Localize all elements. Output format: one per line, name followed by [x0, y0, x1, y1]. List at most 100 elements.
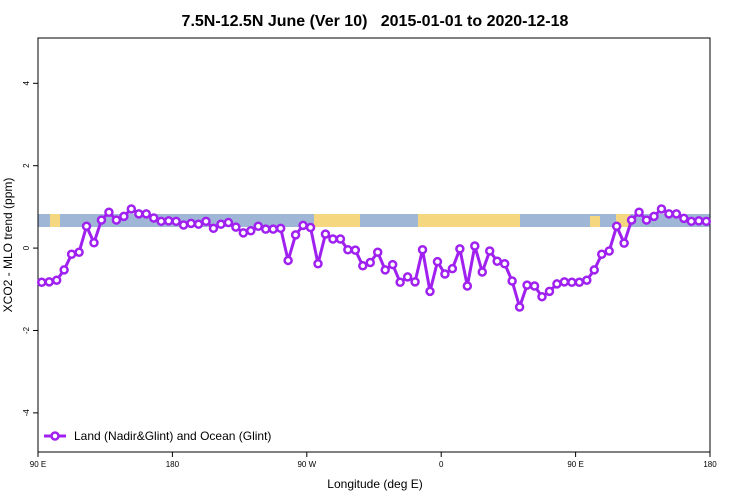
- data-point: [171, 216, 181, 227]
- x-tick-label: 180: [703, 460, 717, 469]
- data-point: [193, 219, 204, 229]
- data-point: [574, 277, 585, 288]
- data-point: [51, 275, 62, 285]
- data-point: [148, 213, 159, 223]
- data-point: [231, 222, 241, 232]
- data-point: [507, 276, 517, 286]
- data-point: [582, 275, 592, 285]
- data-point: [694, 216, 704, 226]
- chart-title: 7.5N-12.5N June (Ver 10) 2015-01-01 to 2…: [182, 13, 569, 30]
- data-point: [425, 286, 435, 297]
- data-point: [141, 209, 152, 219]
- data-point: [223, 217, 234, 228]
- data-point: [686, 216, 697, 227]
- data-point: [328, 234, 338, 244]
- data-point: [305, 222, 316, 233]
- data-point: [298, 220, 308, 231]
- data-point: [372, 247, 383, 257]
- data-point: [283, 255, 293, 266]
- data-point: [671, 209, 682, 219]
- data-point: [59, 265, 69, 275]
- data-point: [544, 286, 555, 297]
- data-point: [604, 246, 614, 256]
- data-point: [440, 269, 450, 279]
- data-point: [126, 204, 137, 214]
- data-point: [455, 244, 465, 254]
- data-point: [96, 215, 107, 225]
- data-point: [290, 230, 301, 240]
- legend-label: Land (Nadir&Glint) and Ocean (Glint): [74, 429, 271, 443]
- data-point: [634, 207, 644, 218]
- y-tick-label: 0: [22, 245, 31, 250]
- data-point: [335, 234, 346, 244]
- data-point: [156, 216, 166, 227]
- data-point: [134, 209, 144, 219]
- data-point: [656, 204, 667, 214]
- data-point: [111, 215, 122, 225]
- plot-frame: [37, 37, 711, 453]
- data-point: [477, 267, 488, 277]
- data-point: [529, 281, 540, 291]
- data-point: [246, 226, 256, 236]
- data-point: [514, 302, 525, 312]
- y-tick-label: 4: [22, 81, 31, 86]
- data-point: [163, 216, 174, 226]
- data-point: [484, 246, 495, 256]
- data-point: [410, 277, 420, 287]
- x-axis-label: Longitude (deg E): [327, 477, 422, 491]
- data-point: [238, 228, 249, 238]
- data-point: [417, 244, 428, 255]
- data-point: [641, 215, 652, 225]
- data-point: [559, 277, 570, 287]
- data-point: [365, 257, 376, 268]
- data-point: [402, 272, 413, 282]
- data-point: [268, 224, 278, 234]
- data-point: [649, 211, 659, 222]
- data-point: [664, 209, 674, 219]
- data-point: [320, 229, 331, 239]
- data-point: [275, 223, 286, 234]
- data-point: [104, 207, 114, 218]
- y-tick-label: 2: [22, 163, 31, 168]
- data-point: [395, 277, 405, 288]
- data-point: [567, 277, 577, 288]
- x-tick-label: 90 E: [30, 460, 46, 469]
- legend-swatch-point: [50, 431, 60, 441]
- data-point: [499, 258, 510, 269]
- data-point: [201, 216, 211, 227]
- data-point: [596, 249, 607, 260]
- data-point: [447, 263, 458, 274]
- data-point: [358, 261, 368, 271]
- data-point: [119, 211, 129, 222]
- data-point: [350, 245, 361, 255]
- data-point: [611, 221, 622, 232]
- data-point: [186, 218, 196, 229]
- y-tick-label: -4: [22, 409, 31, 417]
- data-point: [343, 244, 353, 255]
- data-point: [380, 265, 390, 275]
- data-point: [537, 291, 547, 302]
- x-tick-label: 180: [166, 460, 180, 469]
- data-point: [462, 281, 473, 291]
- data-point: [66, 249, 77, 260]
- data-point: [387, 259, 398, 270]
- data-point: [701, 216, 712, 227]
- x-tick-label: 90 E: [567, 460, 583, 469]
- data-point: [208, 223, 219, 234]
- x-tick-label: 90 W: [297, 460, 316, 469]
- data-point: [253, 221, 264, 232]
- data-point: [89, 237, 99, 248]
- data-point: [589, 265, 600, 275]
- data-point: [522, 280, 532, 290]
- data-point: [552, 279, 562, 289]
- data-point: [619, 238, 629, 248]
- data-point: [44, 277, 54, 287]
- data-point: [178, 220, 189, 230]
- data-point: [432, 256, 443, 267]
- data-point: [679, 213, 689, 224]
- data-point: [626, 215, 637, 225]
- data-point: [260, 224, 271, 234]
- data-point: [81, 221, 92, 232]
- y-axis-label: XCO2 - MLO trend (ppm): [1, 178, 15, 313]
